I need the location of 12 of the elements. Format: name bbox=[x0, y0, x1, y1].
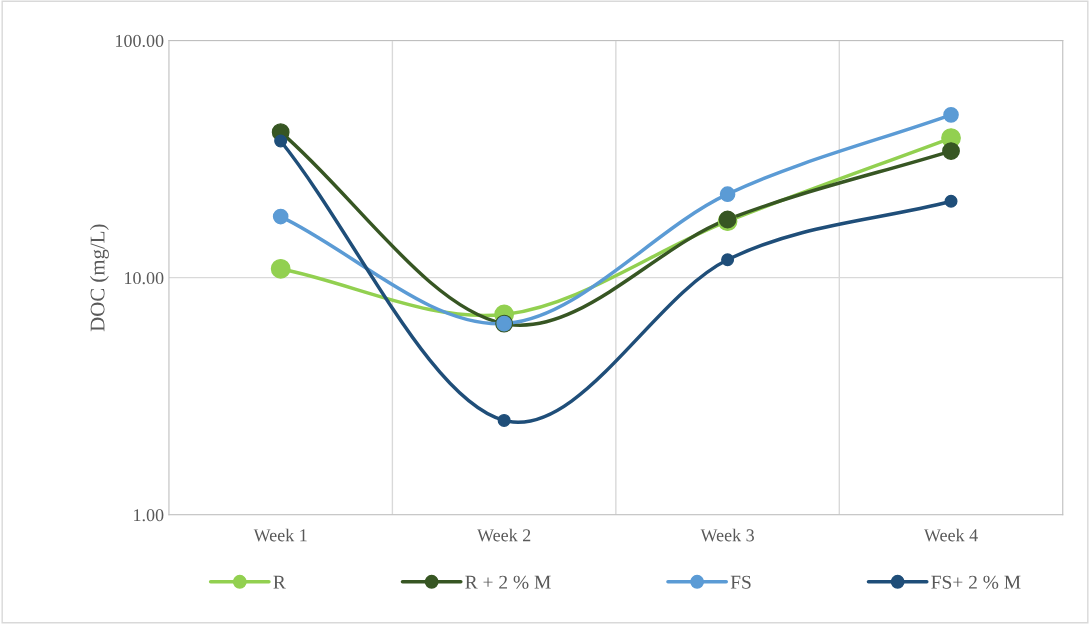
x-tick-label: Week 1 bbox=[253, 528, 307, 542]
legend-label: FS+ 2 % M bbox=[931, 575, 1021, 589]
x-tick-label: Week 2 bbox=[477, 528, 531, 542]
legend-label: FS bbox=[730, 575, 751, 589]
y-tick-label: 100.00 bbox=[116, 34, 164, 48]
y-tick-label: 1.00 bbox=[134, 509, 164, 522]
x-tick-label: Week 4 bbox=[923, 528, 978, 542]
x-tick-label: Week 3 bbox=[700, 528, 754, 542]
legend-label: R + 2 % M bbox=[465, 575, 551, 589]
y-axis-title: DOC (mg/L) bbox=[89, 224, 109, 332]
y-tick-label: 10.00 bbox=[125, 271, 164, 285]
legend-label: R bbox=[273, 575, 286, 589]
